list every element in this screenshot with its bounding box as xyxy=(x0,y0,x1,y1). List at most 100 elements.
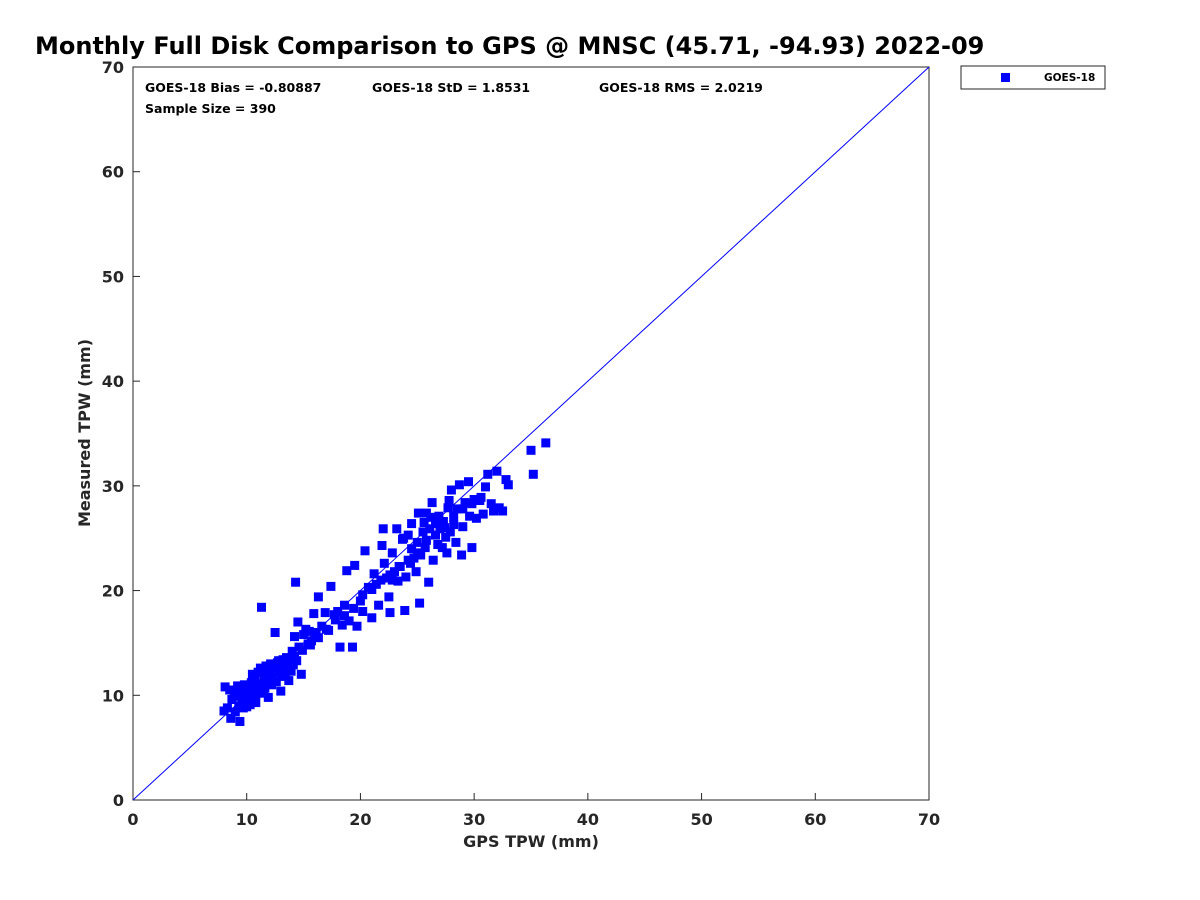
data-point xyxy=(403,555,413,565)
data-point xyxy=(330,615,340,625)
data-point xyxy=(387,548,397,558)
data-point xyxy=(251,689,261,699)
data-point xyxy=(371,579,381,589)
data-point xyxy=(358,590,368,600)
data-point xyxy=(244,696,254,705)
data-point xyxy=(220,682,230,692)
data-point xyxy=(454,480,464,490)
x-tick-label: 30 xyxy=(463,810,485,829)
data-point xyxy=(236,701,246,711)
data-point xyxy=(431,519,440,529)
data-point xyxy=(444,496,454,505)
data-point xyxy=(286,666,296,676)
data-point xyxy=(387,575,397,585)
data-point xyxy=(367,585,377,594)
data-point xyxy=(401,572,411,582)
x-tick-label: 40 xyxy=(577,810,599,829)
data-point xyxy=(426,512,436,522)
data-point xyxy=(443,503,453,513)
data-point xyxy=(440,523,450,533)
data-point xyxy=(290,652,299,661)
data-point xyxy=(309,609,319,619)
data-point xyxy=(377,541,387,550)
data-point xyxy=(297,645,307,655)
x-tick-label: 60 xyxy=(804,810,826,829)
data-point xyxy=(458,504,468,514)
data-point xyxy=(431,530,440,540)
y-tick-label: 0 xyxy=(113,791,124,810)
data-point xyxy=(367,613,377,623)
data-point xyxy=(400,606,410,615)
data-point xyxy=(282,653,291,663)
data-point xyxy=(291,577,301,587)
data-point xyxy=(489,506,498,516)
data-point xyxy=(340,600,349,610)
data-point xyxy=(403,530,413,540)
data-point xyxy=(394,562,404,571)
data-point xyxy=(385,608,395,618)
data-point xyxy=(393,576,403,586)
data-point xyxy=(369,569,379,579)
data-point xyxy=(501,475,511,485)
data-point xyxy=(464,477,473,487)
data-point xyxy=(304,626,314,636)
x-axis-ticks: 0 10 20 30 40 50 60 70 xyxy=(127,793,940,829)
data-point xyxy=(407,544,417,554)
data-point xyxy=(348,642,357,652)
data-point xyxy=(424,577,434,587)
data-point xyxy=(342,566,352,576)
data-point xyxy=(449,520,459,530)
x-tick-label: 0 xyxy=(127,810,138,829)
data-point xyxy=(333,607,343,616)
data-point xyxy=(452,504,462,514)
data-point xyxy=(445,527,455,537)
data-point xyxy=(284,676,294,686)
data-point xyxy=(287,646,297,656)
data-point xyxy=(471,513,481,523)
data-point xyxy=(411,567,421,577)
stat-bias: GOES-18 Bias = -0.80887 xyxy=(145,80,321,95)
data-point xyxy=(528,469,538,479)
stat-rms: GOES-18 RMS = 2.0219 xyxy=(599,80,763,95)
x-tick-label: 70 xyxy=(918,810,940,829)
data-point xyxy=(267,680,277,690)
data-point xyxy=(235,717,245,726)
data-point xyxy=(355,596,365,606)
scatter-points xyxy=(219,438,551,726)
data-point xyxy=(378,524,388,534)
data-point xyxy=(270,628,280,637)
data-point xyxy=(251,698,261,708)
data-point xyxy=(350,560,360,570)
data-point xyxy=(434,511,444,521)
data-point xyxy=(293,617,303,627)
data-point xyxy=(481,482,490,492)
y-axis-ticks: 0 10 20 30 40 50 60 70 xyxy=(102,58,140,810)
data-point xyxy=(435,524,445,534)
data-point xyxy=(335,642,345,652)
data-point xyxy=(427,498,437,508)
data-point xyxy=(407,519,417,529)
data-point xyxy=(415,598,425,608)
data-point xyxy=(226,713,236,723)
data-point xyxy=(384,592,394,602)
data-point xyxy=(451,537,461,547)
data-point xyxy=(418,527,428,537)
data-point xyxy=(282,661,291,671)
data-point xyxy=(271,677,281,687)
data-point xyxy=(465,511,475,521)
data-point xyxy=(274,656,284,666)
data-point xyxy=(486,499,496,509)
data-point xyxy=(458,522,468,532)
x-tick-label: 20 xyxy=(349,810,371,829)
data-point xyxy=(526,445,536,455)
data-point xyxy=(358,607,368,616)
data-point xyxy=(239,680,249,690)
data-point xyxy=(409,553,419,563)
data-point xyxy=(478,509,488,519)
data-point xyxy=(311,628,321,637)
data-point xyxy=(438,517,448,526)
data-point xyxy=(412,537,422,547)
y-tick-label: 50 xyxy=(102,267,124,286)
data-point xyxy=(227,695,237,704)
